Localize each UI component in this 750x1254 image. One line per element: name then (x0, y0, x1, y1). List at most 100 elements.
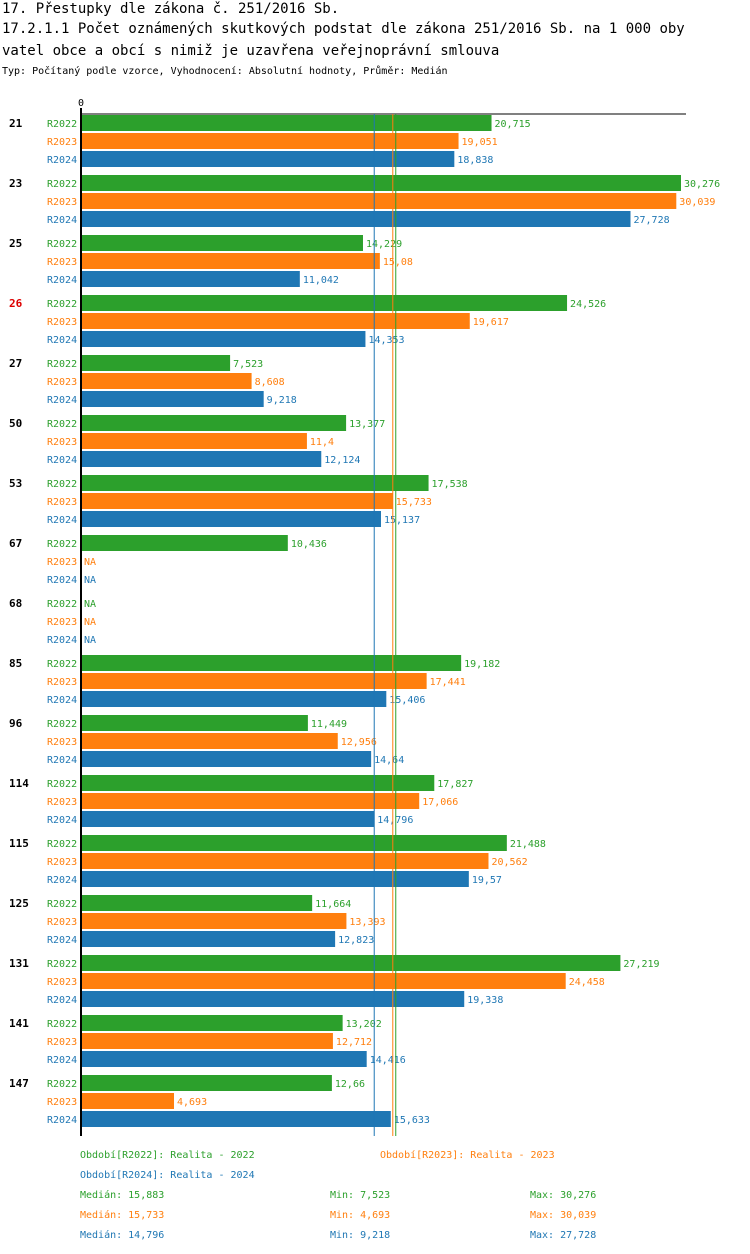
bar-r2022-26 (81, 295, 568, 311)
category-label-131: 131 (9, 957, 29, 970)
bar-r2024-21 (81, 151, 455, 167)
value-label-r2022-114: 17,827 (437, 779, 473, 790)
series-label-r2023-96: R2023 (47, 737, 77, 748)
category-label-27: 27 (9, 357, 22, 370)
bar-r2023-26 (81, 313, 470, 329)
bar-r2022-85 (81, 655, 462, 671)
series-label-r2022-26: R2022 (47, 299, 77, 310)
value-label-r2022-125: 11,664 (315, 899, 351, 910)
value-label-r2023-26: 19,617 (473, 317, 509, 328)
series-label-r2024-141: R2024 (47, 1055, 77, 1066)
series-label-r2023-21: R2023 (47, 137, 77, 148)
value-label-r2024-147: 15,633 (394, 1115, 430, 1126)
bar-r2023-21 (81, 133, 459, 149)
series-label-r2022-115: R2022 (47, 839, 77, 850)
category-label-50: 50 (9, 417, 22, 430)
series-label-r2022-23: R2022 (47, 179, 77, 190)
series-label-r2023-67: R2023 (47, 557, 77, 568)
bar-r2023-125 (81, 913, 347, 929)
series-label-r2024-23: R2024 (47, 215, 77, 226)
series-label-r2022-50: R2022 (47, 419, 77, 430)
series-label-r2024-96: R2024 (47, 755, 77, 766)
series-label-r2023-53: R2023 (47, 497, 77, 508)
value-label-r2022-96: 11,449 (311, 719, 347, 730)
series-label-r2023-25: R2023 (47, 257, 77, 268)
value-label-r2022-68: NA (84, 599, 96, 610)
bar-r2023-147 (81, 1093, 175, 1109)
bar-r2022-96 (81, 715, 308, 731)
bar-r2023-114 (81, 793, 420, 809)
category-label-67: 67 (9, 537, 22, 550)
legend-r2023: Období[R2023]: Realita - 2023 (380, 1150, 555, 1161)
max-r2022: Max: 30,276 (530, 1190, 597, 1201)
bar-r2022-50 (81, 415, 347, 431)
bar-r2022-53 (81, 475, 429, 491)
value-label-r2022-115: 21,488 (510, 839, 546, 850)
series-label-r2022-125: R2022 (47, 899, 77, 910)
series-label-r2023-27: R2023 (47, 377, 77, 388)
series-label-r2024-50: R2024 (47, 455, 77, 466)
chart-title-line-3: vatel obce a obcí s nimiž je uzavřena ve… (2, 43, 500, 59)
series-label-r2022-141: R2022 (47, 1019, 77, 1030)
bar-r2024-27 (81, 391, 264, 407)
value-label-r2024-26: 14,353 (368, 335, 404, 346)
value-label-r2023-96: 12,956 (341, 737, 377, 748)
bar-r2024-23 (81, 211, 631, 227)
series-label-r2023-125: R2023 (47, 917, 77, 928)
median-r2024: Medián: 14,796 (80, 1230, 165, 1241)
value-label-r2024-21: 18,838 (457, 155, 493, 166)
x-axis-zero-label: 0 (78, 98, 84, 109)
value-label-r2022-67: 10,436 (291, 539, 327, 550)
value-label-r2022-27: 7,523 (233, 359, 263, 370)
category-label-23: 23 (9, 177, 22, 190)
series-label-r2022-114: R2022 (47, 779, 77, 790)
bar-r2024-114 (81, 811, 375, 827)
category-label-85: 85 (9, 657, 22, 670)
series-label-r2023-50: R2023 (47, 437, 77, 448)
bar-r2022-21 (81, 115, 492, 131)
value-label-r2022-21: 20,715 (495, 119, 531, 130)
series-label-r2023-141: R2023 (47, 1037, 77, 1048)
series-label-r2022-25: R2022 (47, 239, 77, 250)
series-label-r2022-68: R2022 (47, 599, 77, 610)
category-label-125: 125 (9, 897, 29, 910)
bar-r2023-141 (81, 1033, 333, 1049)
value-label-r2022-141: 13,202 (346, 1019, 382, 1030)
series-label-r2024-68: R2024 (47, 635, 77, 646)
bar-r2024-25 (81, 271, 300, 287)
chart-subtitle: Typ: Počítaný podle vzorce, Vyhodnocení:… (2, 66, 448, 77)
value-label-r2024-141: 14,416 (370, 1055, 406, 1066)
min-r2023: Min: 4,693 (330, 1210, 391, 1221)
bar-r2023-115 (81, 853, 489, 869)
bar-r2023-53 (81, 493, 393, 509)
bar-r2022-27 (81, 355, 231, 371)
value-label-r2024-125: 12,823 (338, 935, 374, 946)
value-label-r2024-131: 19,338 (467, 995, 503, 1006)
bar-r2022-67 (81, 535, 288, 551)
category-label-114: 114 (9, 777, 29, 790)
series-label-r2022-85: R2022 (47, 659, 77, 670)
bar-r2024-85 (81, 691, 387, 707)
bar-r2022-23 (81, 175, 681, 191)
bar-r2022-114 (81, 775, 435, 791)
value-label-r2023-23: 30,039 (679, 197, 715, 208)
value-label-r2022-53: 17,538 (432, 479, 468, 490)
bar-r2022-147 (81, 1075, 332, 1091)
value-label-r2024-53: 15,137 (384, 515, 420, 526)
value-label-r2023-131: 24,458 (569, 977, 605, 988)
median-r2022: Medián: 15,883 (80, 1190, 165, 1201)
series-label-r2023-85: R2023 (47, 677, 77, 688)
max-r2024: Max: 27,728 (530, 1230, 597, 1241)
bar-r2022-115 (81, 835, 507, 851)
series-label-r2024-114: R2024 (47, 815, 77, 826)
series-label-r2023-131: R2023 (47, 977, 77, 988)
chart-title-line-1: 17. Přestupky dle zákona č. 251/2016 Sb. (2, 1, 340, 17)
series-label-r2024-131: R2024 (47, 995, 77, 1006)
bar-r2024-141 (81, 1051, 367, 1067)
series-label-r2024-67: R2024 (47, 575, 77, 586)
value-label-r2024-67: NA (84, 575, 96, 586)
value-label-r2024-85: 15,406 (389, 695, 425, 706)
value-label-r2023-141: 12,712 (336, 1037, 372, 1048)
series-label-r2023-23: R2023 (47, 197, 77, 208)
